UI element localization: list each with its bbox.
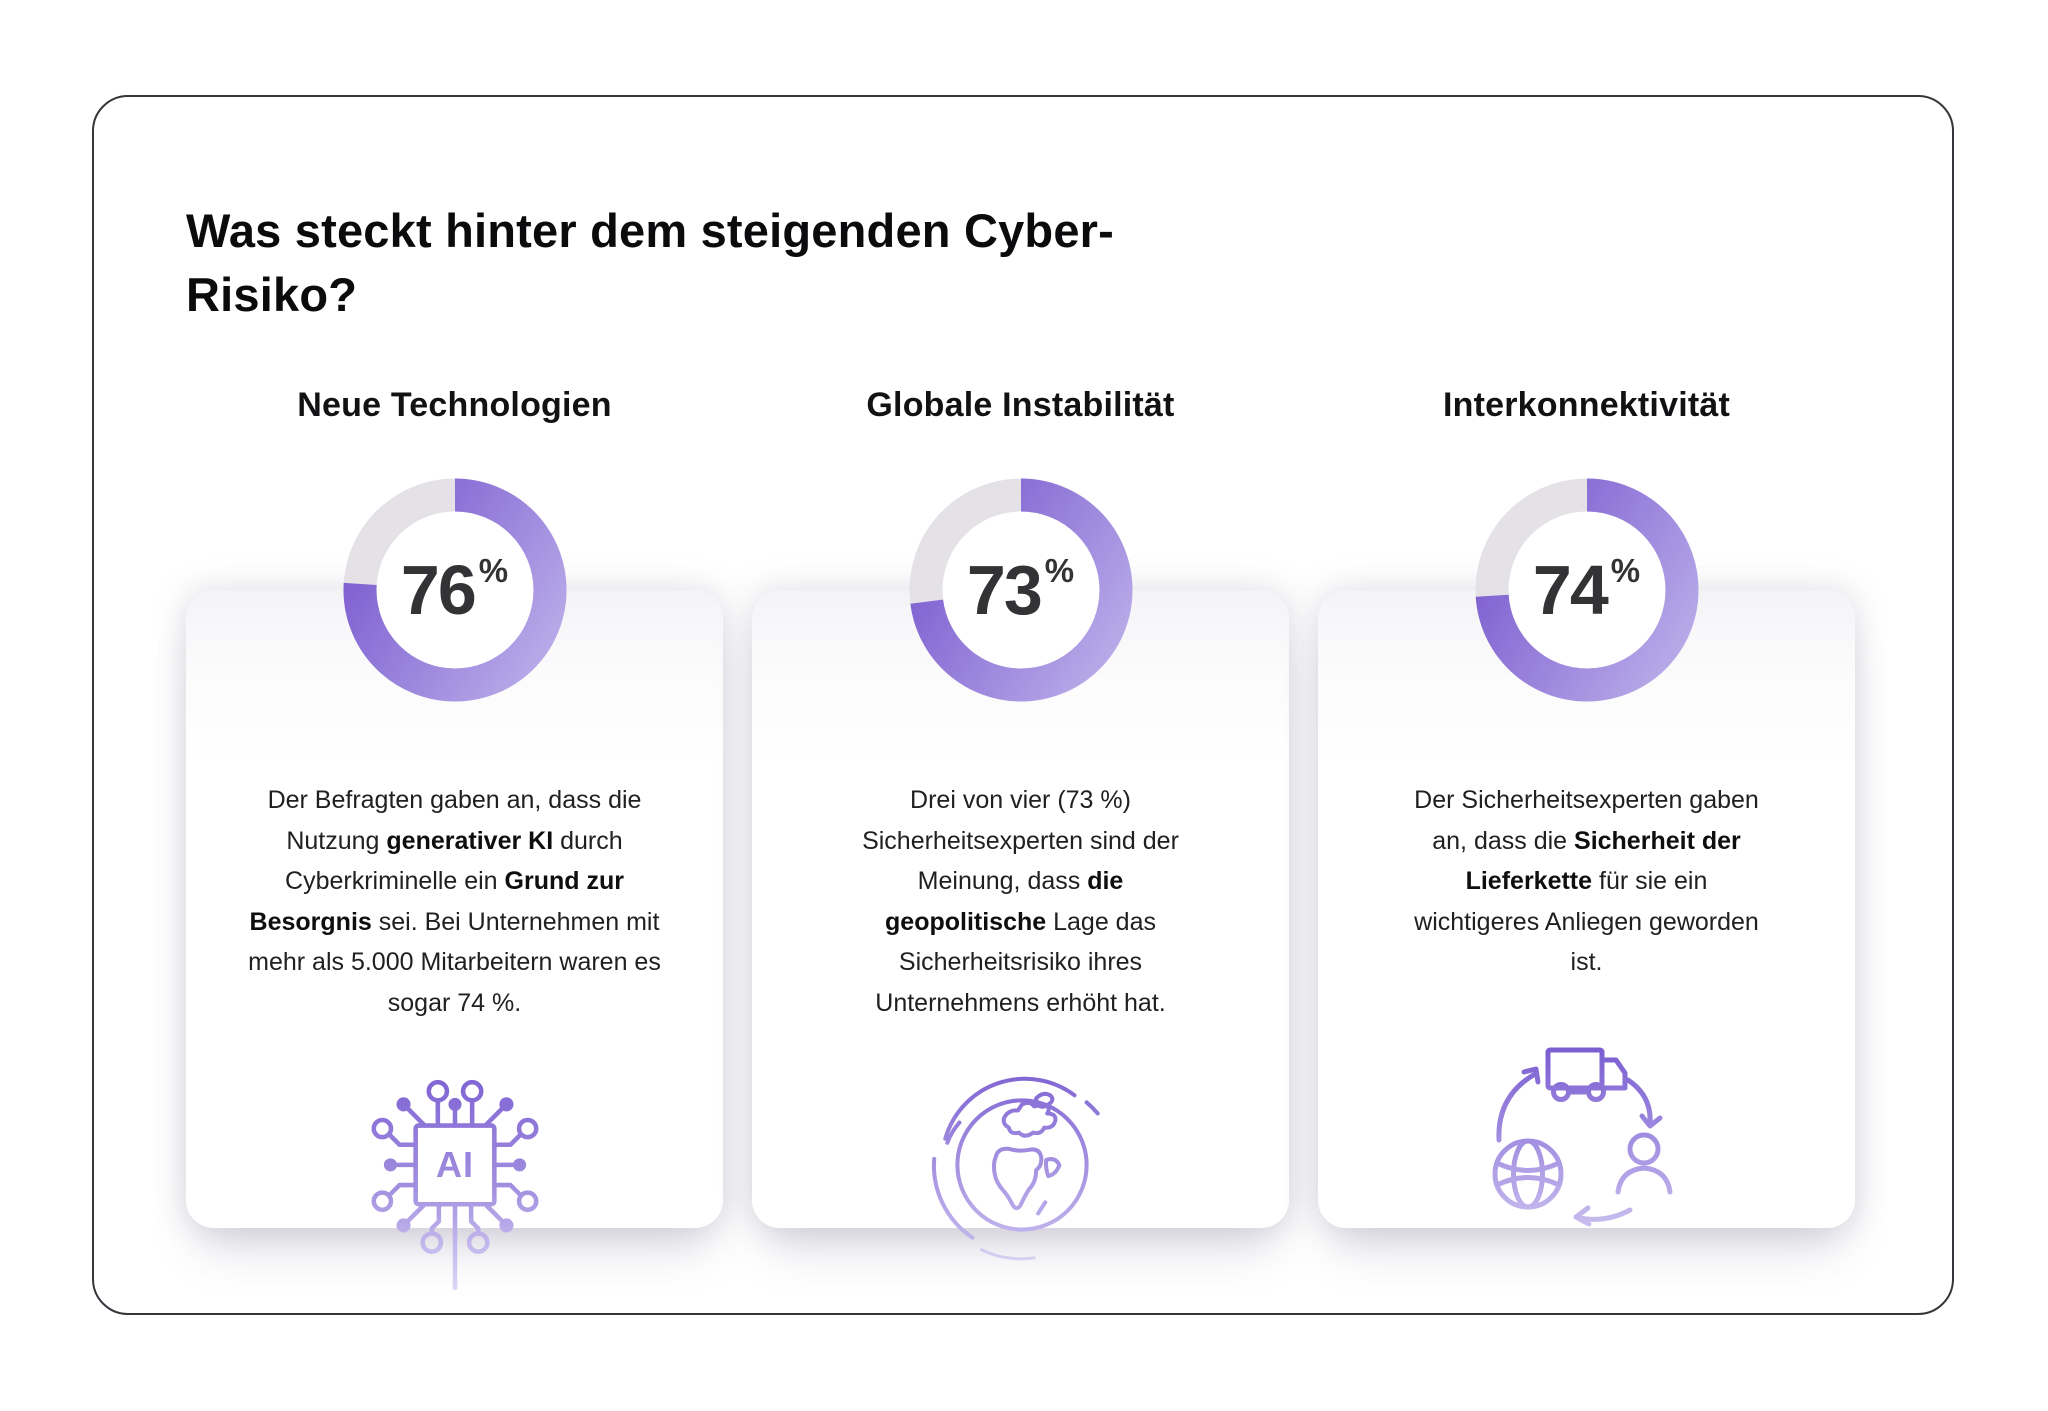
donut-svg [1475, 478, 1698, 702]
page-title: Was steckt hinter dem steigenden Cyber-R… [186, 204, 1115, 322]
donut-svg [909, 478, 1132, 702]
supply-chain-icon [1472, 1034, 1702, 1244]
donut-value-label: 74 % [1473, 476, 1701, 704]
ai-chip-icon: AI [354, 1062, 556, 1295]
stat-columns: Neue Technologien 76 % Der Befragten gab… [186, 386, 1855, 1291]
column-neue-technologien: Neue Technologien 76 % Der Befragten gab… [186, 386, 723, 1291]
donut-chart-globale-instabilitaet: 73 % [907, 476, 1135, 704]
column-heading: Interkonnektivität [1443, 386, 1730, 424]
percent-sign: % [478, 552, 509, 589]
column-interkonnektivitaet: Interkonnektivität 74 % Der Sicherheitse… [1318, 386, 1855, 1228]
donut-value-label: 76 % [341, 476, 569, 704]
stat-description: Der Sicherheitsexperten gaben an, dass d… [1414, 786, 1759, 976]
percent-value: 76 [400, 551, 477, 629]
donut-svg [343, 478, 566, 702]
globe-icon [915, 1062, 1127, 1279]
donut-progress-arc [909, 478, 1132, 702]
column-globale-instabilitaet: Globale Instabilität 73 % Drei von vier … [752, 386, 1289, 1261]
donut-chart-neue-technologien: 76 % [341, 476, 569, 704]
percent-value: 74 [1532, 551, 1609, 629]
donut-value-label: 73 % [907, 476, 1135, 704]
percent-value: 73 [966, 551, 1043, 629]
stat-description: Drei von vier (73 %) Sicherheitsexperten… [862, 786, 1179, 1017]
column-heading: Globale Instabilität [866, 386, 1175, 424]
donut-progress-arc [343, 478, 566, 702]
column-heading: Neue Technologien [297, 386, 612, 424]
stat-card-globale-instabilitaet: Drei von vier (73 %) Sicherheitsexperten… [752, 590, 1289, 1261]
svg-text:AI: AI [435, 1144, 473, 1185]
stat-description: Der Befragten gaben an, dass die Nutzung… [248, 786, 661, 1017]
donut-progress-arc [1475, 478, 1698, 702]
percent-sign: % [1044, 552, 1075, 589]
percent-sign: % [1610, 552, 1641, 589]
donut-chart-interkonnektivitaet: 74 % [1473, 476, 1701, 704]
